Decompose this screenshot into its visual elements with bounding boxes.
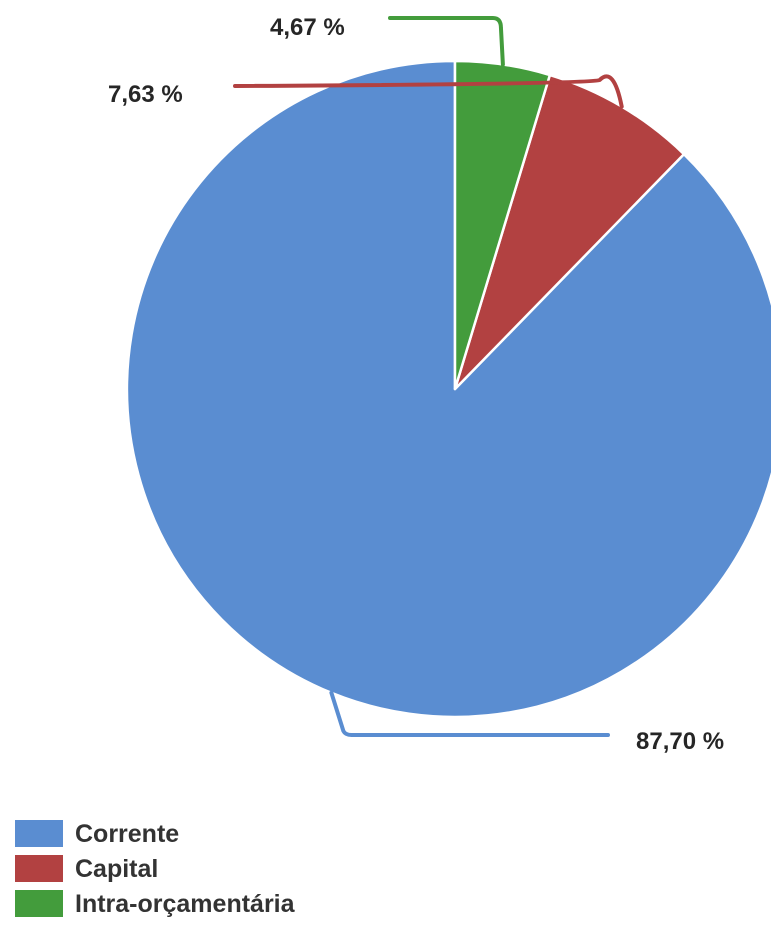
leader-lines bbox=[233, 16, 624, 737]
data-label-capital: 7,63 % bbox=[108, 81, 183, 108]
legend-label-capital: Capital bbox=[75, 854, 159, 883]
legend-swatch-capital bbox=[15, 855, 63, 882]
leader-line-capital bbox=[233, 74, 624, 109]
pie-slices bbox=[125, 59, 771, 719]
legend-label-corrente: Corrente bbox=[75, 819, 180, 848]
legend: Corrente Capital Intra-orçamentária bbox=[15, 816, 295, 921]
data-label-intra-orcamentaria: 4,67 % bbox=[270, 14, 345, 41]
pie-chart: 87,70 % 7,63 % 4,67 % bbox=[108, 14, 771, 755]
leader-line-intra-orcamentaria bbox=[388, 16, 505, 67]
legend-item-corrente: Corrente bbox=[15, 816, 295, 851]
data-labels: 87,70 % 7,63 % 4,67 % bbox=[108, 14, 724, 755]
legend-item-capital: Capital bbox=[15, 851, 295, 886]
legend-label-intra-orcamentaria: Intra-orçamentária bbox=[75, 889, 295, 918]
leader-line-corrente bbox=[329, 690, 610, 737]
legend-item-intra-orcamentaria: Intra-orçamentária bbox=[15, 886, 295, 921]
legend-swatch-corrente bbox=[15, 820, 63, 847]
legend-swatch-intra-orcamentaria bbox=[15, 890, 63, 917]
data-label-corrente: 87,70 % bbox=[636, 728, 724, 755]
